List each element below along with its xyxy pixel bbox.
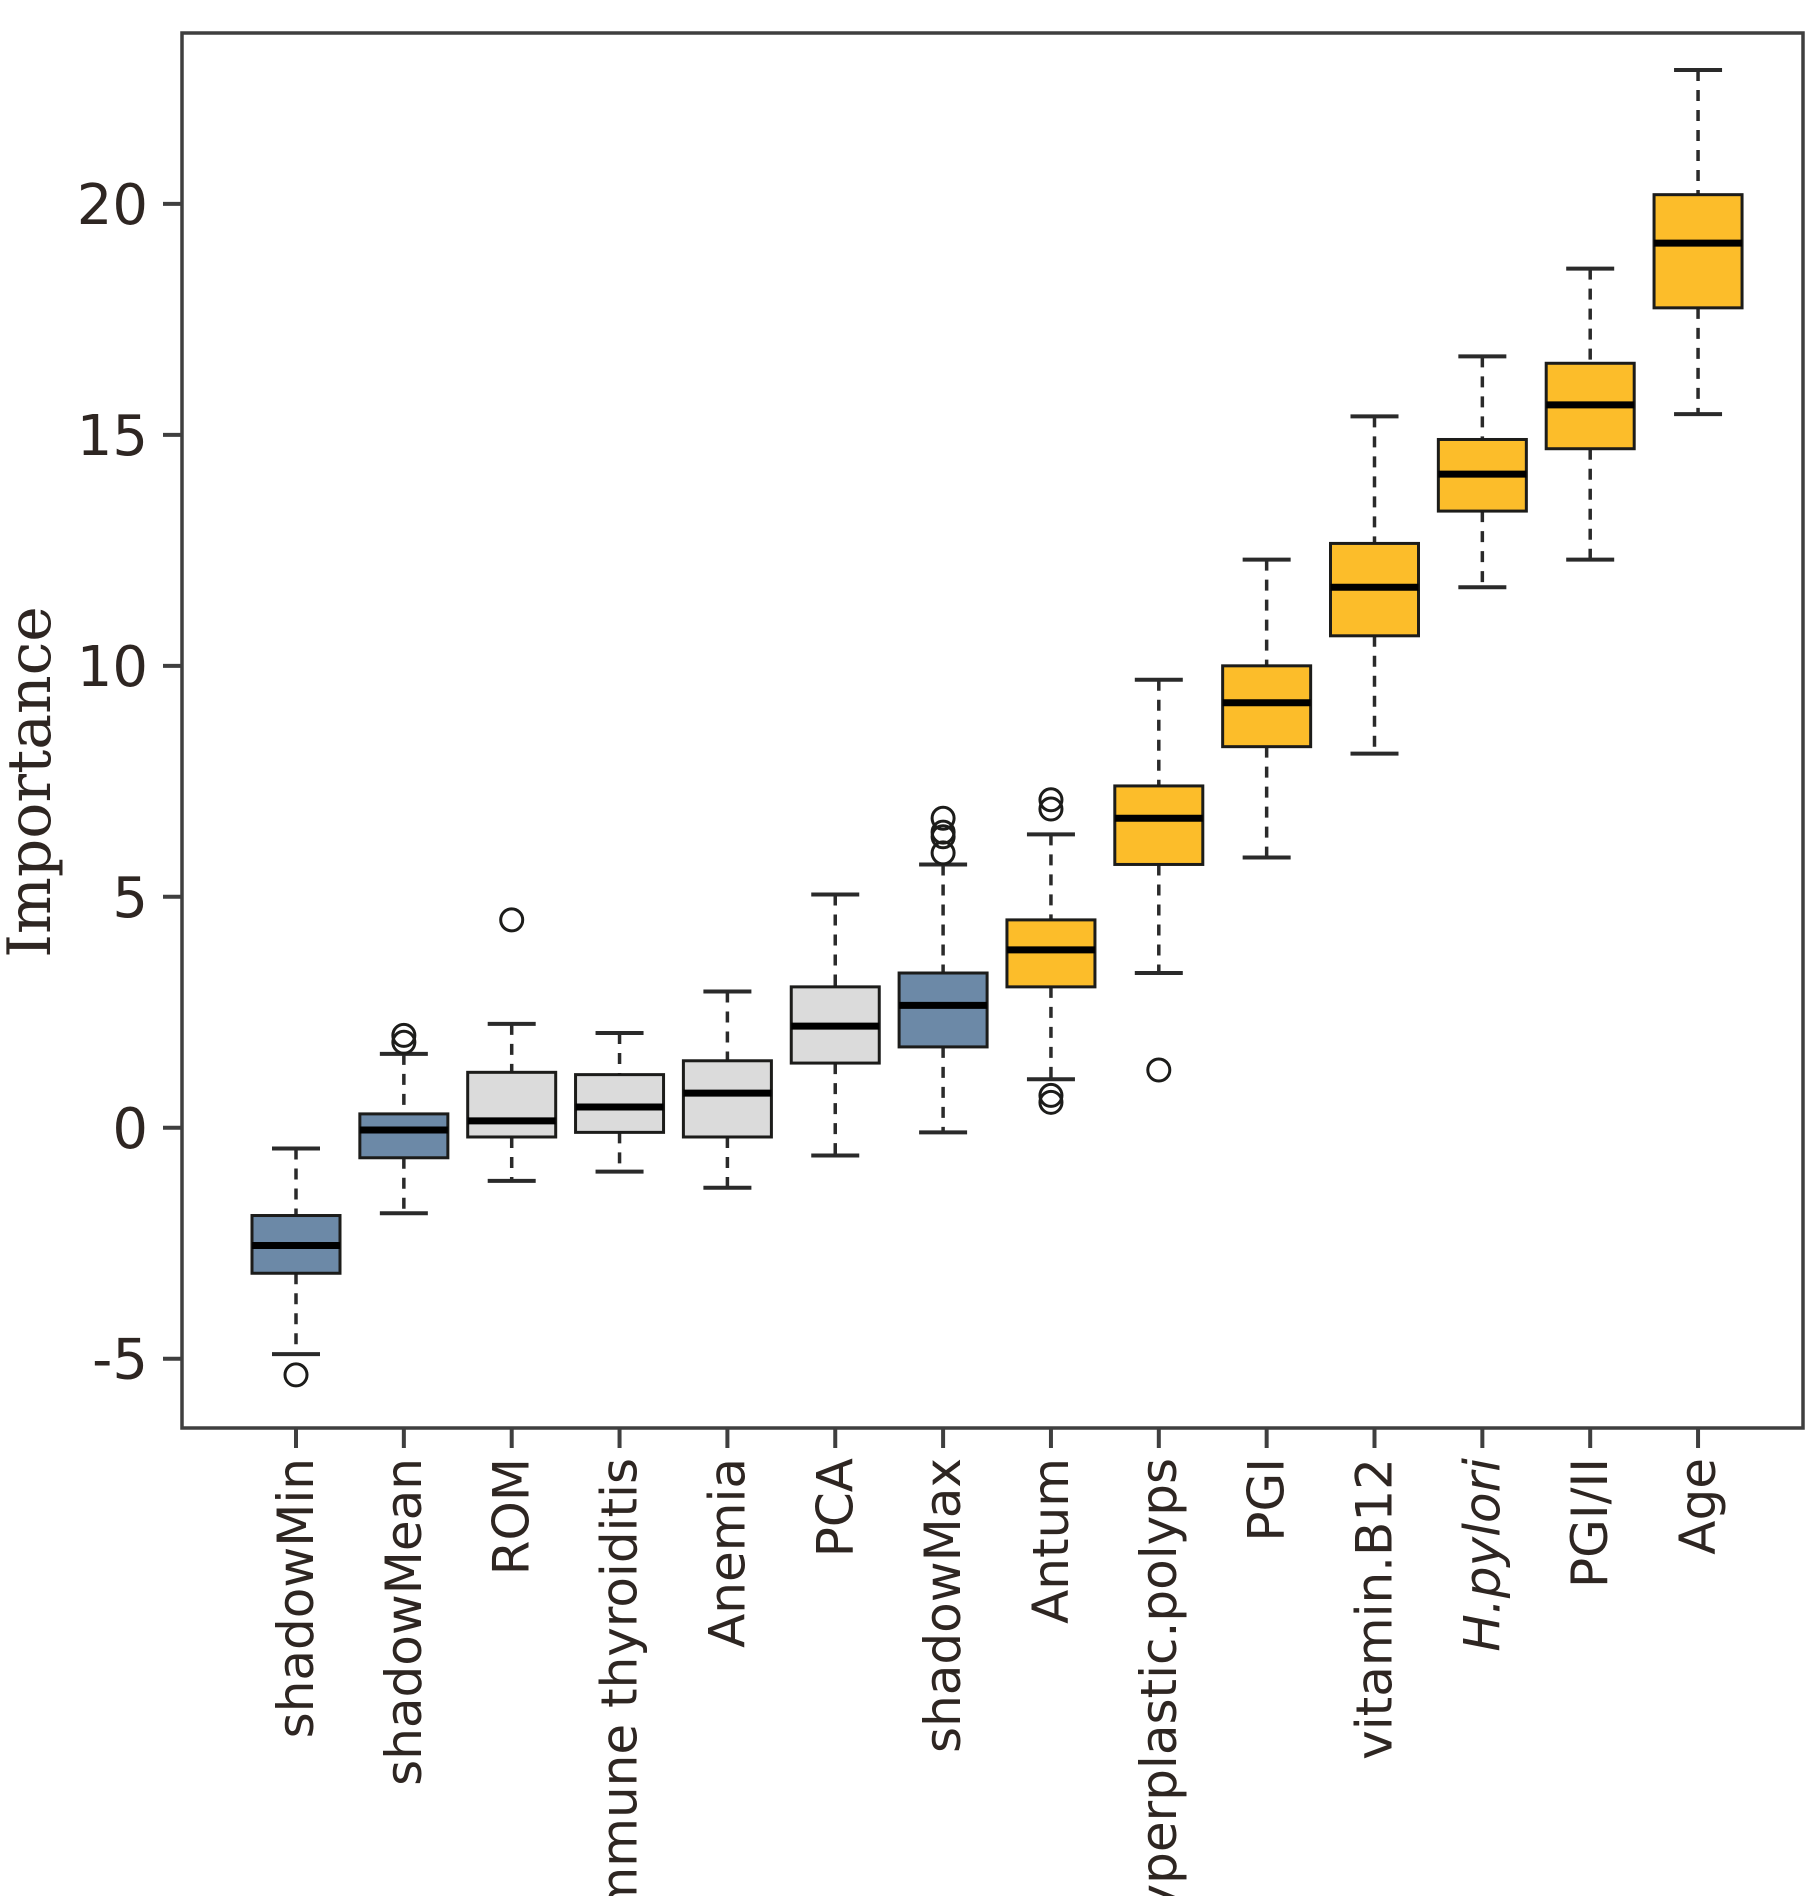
outlier-point: [1038, 796, 1064, 822]
boxplot-Anemia: [681, 989, 773, 1190]
boxplot-Hyperplastic-polyps: [1113, 677, 1205, 1083]
boxplot-Autoimmune-thyroiditis: [574, 1031, 666, 1174]
box-rect: [681, 1059, 773, 1139]
x-tick-label: Anemia: [698, 1458, 756, 1648]
x-tick-label: PCA: [806, 1458, 864, 1557]
box-rect: [466, 1070, 558, 1139]
boxplot-PCA: [789, 892, 881, 1158]
boxplot-PGI: [1221, 557, 1313, 860]
outlier-point: [930, 805, 956, 831]
axes-layer: -5 0 5 10 15 20 shadowMin shadowMean ROM Autoimmu…: [77, 31, 1805, 1896]
boxplot-Age: [1652, 67, 1744, 417]
boxplot-vitamin-B12: [1329, 414, 1420, 756]
box-rect: [1113, 784, 1205, 866]
x-tick-label: Antum: [1022, 1458, 1080, 1624]
outlier-point: [1038, 1089, 1064, 1115]
box-rect: [358, 1112, 450, 1160]
boxplot-PGI-II: [1544, 266, 1636, 562]
outlier-point: [1038, 1082, 1064, 1108]
outlier-point: [1146, 1057, 1172, 1083]
outlier-point: [930, 819, 956, 845]
box-rect: [1652, 193, 1744, 310]
plot-frame: [180, 31, 1805, 1430]
y-tick-label: 15: [77, 404, 148, 469]
boxplot-Antum: [1005, 787, 1097, 1115]
y-tick-label: 10: [77, 635, 148, 700]
outlier-point: [283, 1362, 309, 1388]
boxplot-shadowMean: [358, 1022, 450, 1216]
outlier-point: [499, 907, 525, 933]
outlier-point: [1038, 787, 1064, 813]
y-tick-label: 0: [112, 1097, 148, 1162]
x-tick-label: shadowMax: [914, 1458, 972, 1753]
boxplot-H-pylori: [1436, 354, 1528, 590]
y-tick-label: 5: [112, 866, 148, 931]
x-tick-label: Autoimmune thyroiditis: [591, 1458, 649, 1896]
boxes-layer: [250, 67, 1744, 1388]
x-tick-label: shadowMean: [375, 1458, 433, 1786]
boxplot-shadowMin: [250, 1146, 342, 1388]
x-tick-label: shadowMin: [267, 1458, 325, 1738]
x-tick-label: ROM: [483, 1458, 541, 1575]
outlier-point: [391, 1022, 417, 1048]
x-tick-label: PGI: [1238, 1458, 1296, 1542]
y-tick-label: -5: [92, 1328, 148, 1393]
box-rect: [897, 971, 989, 1049]
x-tick-label: vitamin.B12: [1346, 1458, 1404, 1760]
y-axis-title: Importance: [0, 606, 65, 957]
x-tick-label: H.pylori: [1453, 1458, 1511, 1652]
x-tick-label: PGI/II: [1561, 1458, 1619, 1588]
x-tick-label: Age: [1669, 1458, 1727, 1555]
y-tick-label: 20: [77, 173, 148, 238]
boxplot-shadowMax: [897, 805, 989, 1135]
x-tick-label: Hyperplastic.polyps: [1130, 1458, 1188, 1896]
outlier-point: [391, 1029, 417, 1055]
boxplot-ROM: [466, 907, 558, 1183]
